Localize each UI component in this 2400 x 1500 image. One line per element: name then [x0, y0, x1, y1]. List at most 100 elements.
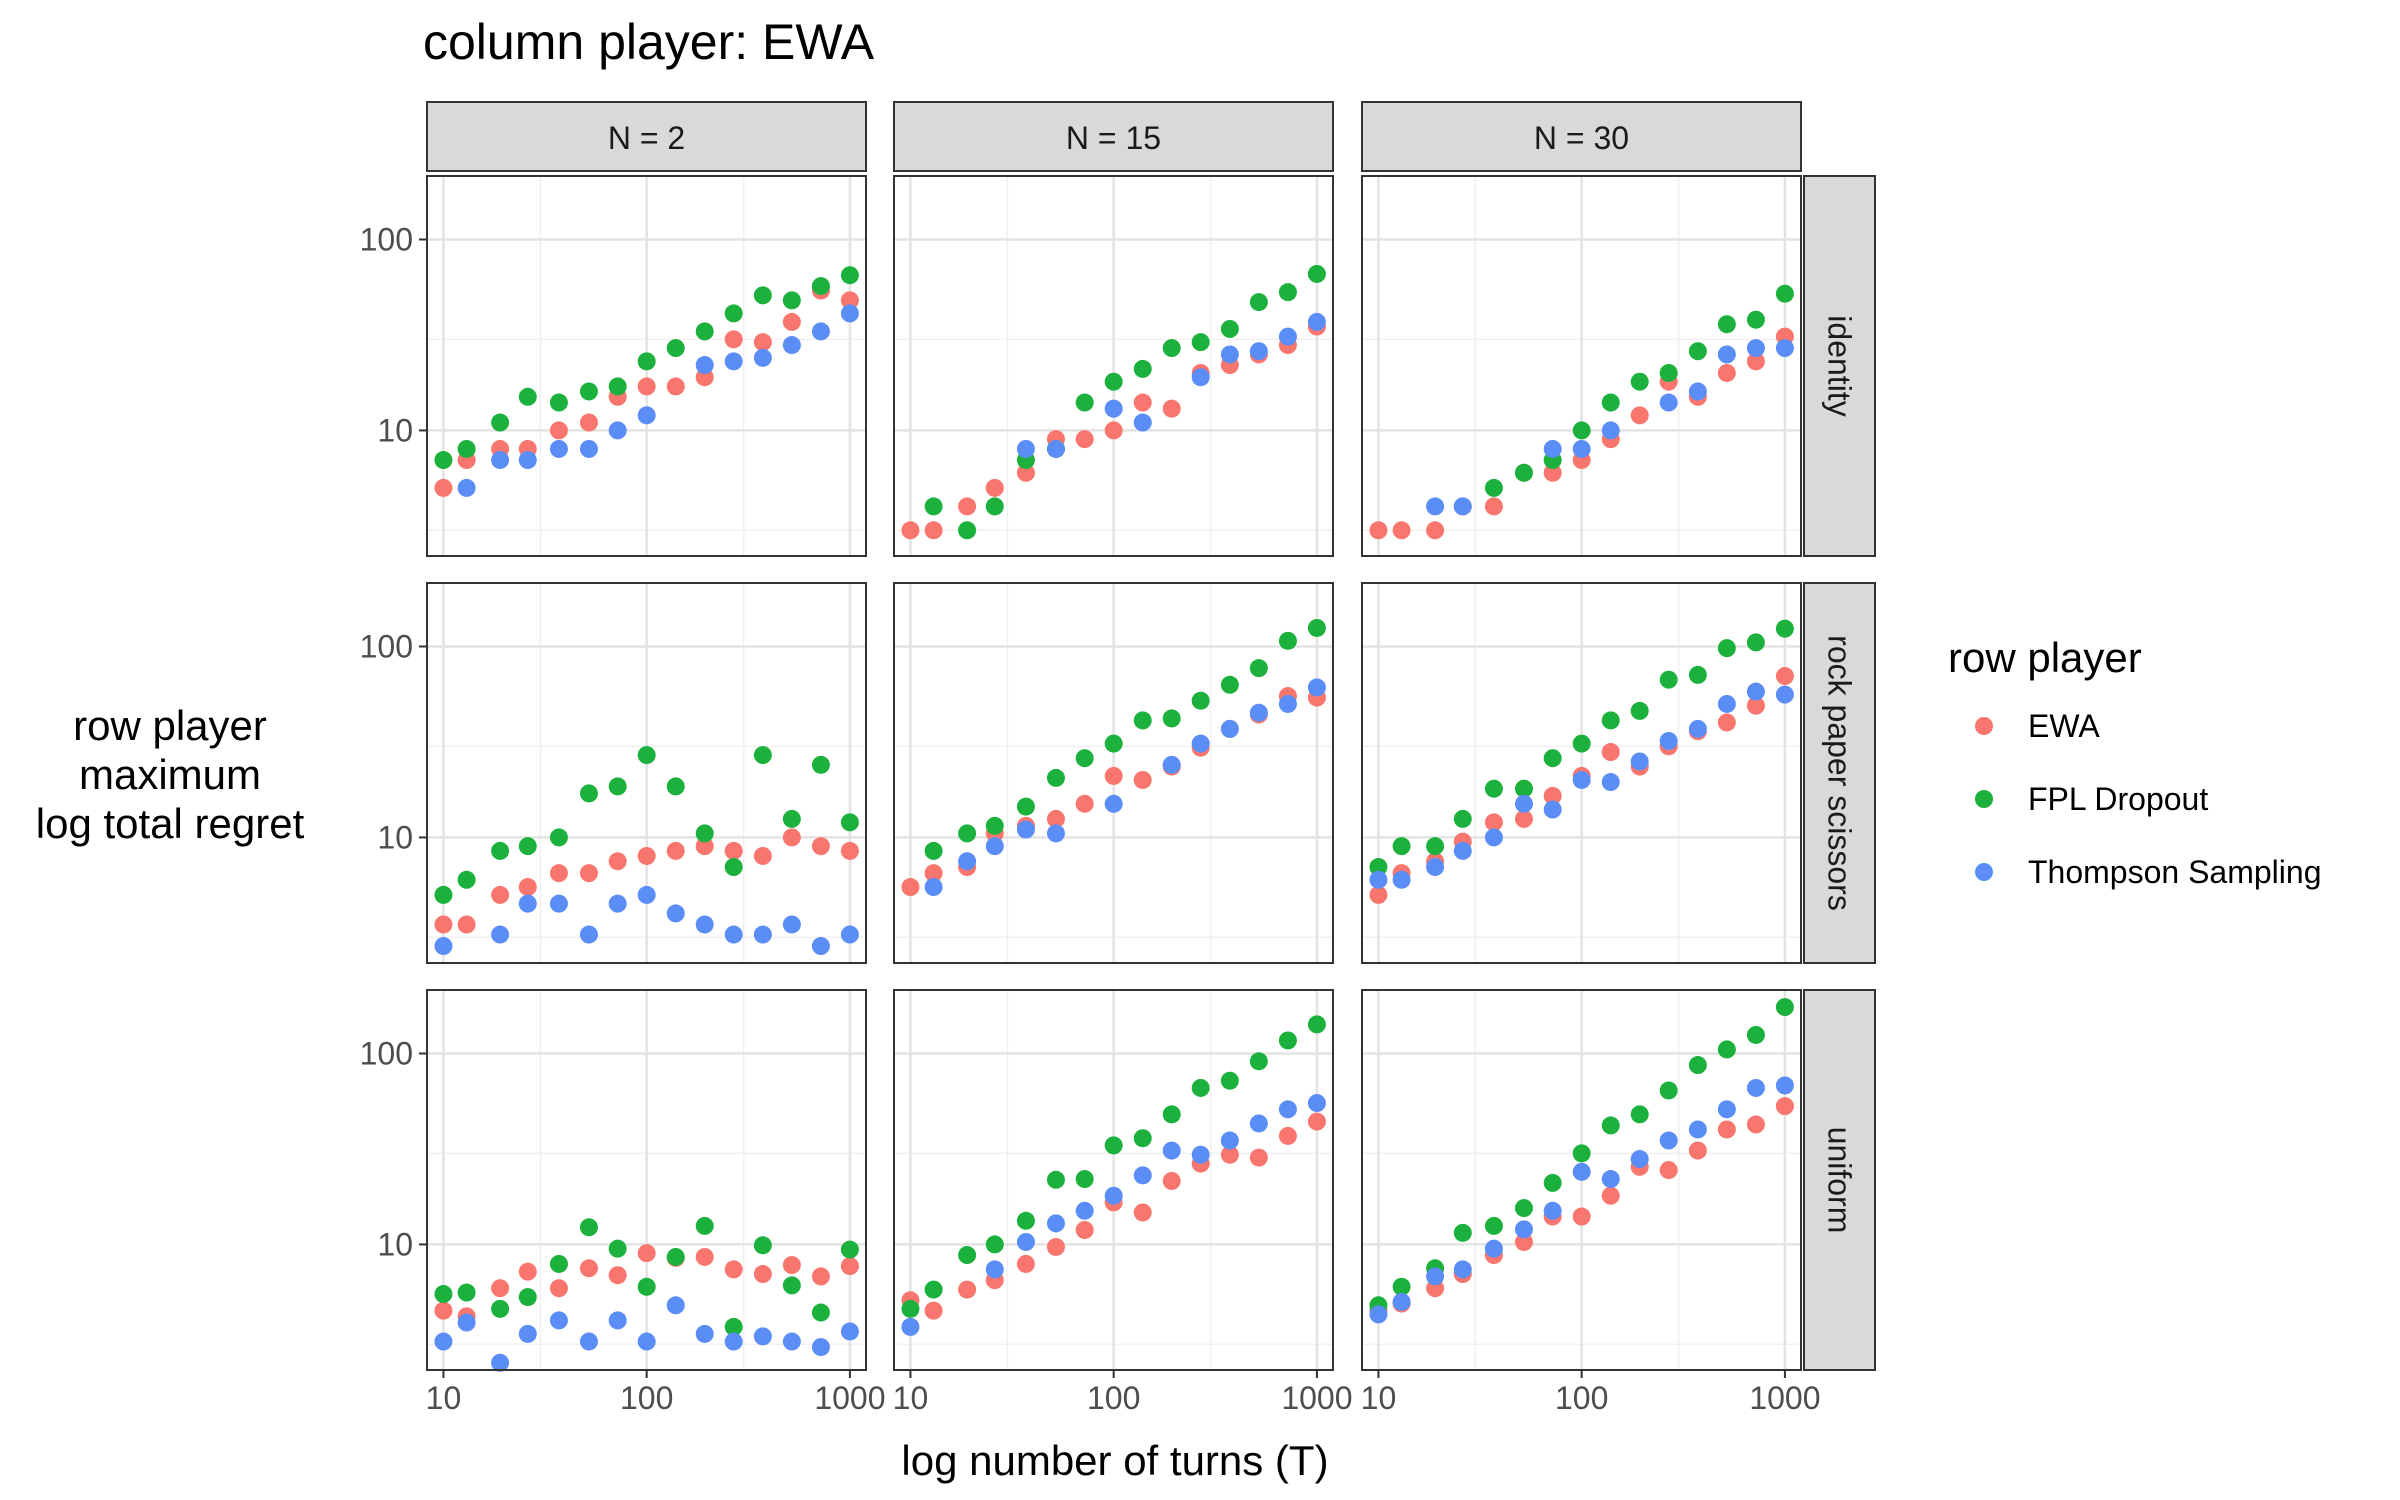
data-point [1630, 752, 1649, 771]
data-point [1543, 800, 1562, 819]
column-strip-label: N = 15 [1066, 120, 1161, 156]
data-point [901, 1299, 920, 1318]
data-point [666, 841, 685, 860]
data-point [840, 291, 859, 310]
data-point [666, 377, 685, 396]
data-point [637, 1244, 656, 1263]
x-tick-label: 100 [620, 1380, 673, 1416]
data-point [753, 1327, 772, 1346]
data-point [608, 777, 627, 796]
data-point [753, 925, 772, 944]
data-point [1426, 497, 1445, 516]
data-point [924, 864, 943, 883]
data-point [840, 841, 859, 860]
data-point [434, 885, 453, 904]
data-point [1220, 1131, 1239, 1150]
data-point [1191, 1078, 1210, 1097]
data-point [1046, 1170, 1065, 1189]
data-point [1630, 701, 1649, 720]
data-point [1688, 1141, 1707, 1160]
data-point [1775, 685, 1794, 704]
data-point [549, 393, 568, 412]
data-point [1659, 731, 1678, 750]
data-point [753, 1265, 772, 1284]
data-point [1392, 870, 1411, 889]
data-point [811, 1338, 830, 1357]
data-point [549, 828, 568, 847]
data-point [457, 1283, 476, 1302]
data-point [1572, 1162, 1591, 1181]
data-point [1426, 1267, 1445, 1286]
data-point [518, 1288, 537, 1307]
data-point [1775, 1076, 1794, 1095]
panel [1361, 175, 1802, 557]
data-point [924, 1301, 943, 1320]
data-point [1307, 1015, 1326, 1034]
data-point [1278, 1100, 1297, 1119]
data-point [1746, 352, 1765, 371]
data-point [491, 841, 510, 860]
data-point [958, 852, 977, 871]
data-point [901, 878, 920, 897]
data-point [1717, 345, 1736, 364]
data-point [1746, 1078, 1765, 1097]
data-point [1104, 734, 1123, 753]
data-point [457, 870, 476, 889]
data-point [1016, 797, 1035, 816]
data-point [1133, 1166, 1152, 1185]
data-point [1514, 1199, 1533, 1218]
data-point [1104, 1186, 1123, 1205]
data-point [840, 266, 859, 285]
data-point [1572, 1144, 1591, 1163]
data-point [840, 1322, 859, 1341]
data-point [1630, 1150, 1649, 1169]
data-point [457, 478, 476, 497]
x-axis-title: log number of turns (T) [901, 1437, 1328, 1484]
data-point [840, 925, 859, 944]
data-point [1453, 497, 1472, 516]
data-point [901, 521, 920, 540]
data-point [1016, 463, 1035, 482]
x-tick-label: 1000 [814, 1380, 885, 1416]
data-point [1249, 293, 1268, 312]
data-point [608, 1239, 627, 1258]
panel [1361, 989, 1802, 1371]
data-point [1543, 439, 1562, 458]
column-strip-label: N = 2 [608, 120, 685, 156]
data-point [1392, 837, 1411, 856]
data-point [434, 478, 453, 497]
data-point [1543, 1201, 1562, 1220]
data-point [1601, 711, 1620, 730]
data-point [782, 915, 801, 934]
data-point [491, 413, 510, 432]
data-point [782, 1276, 801, 1295]
column-strip: N = 30 [1361, 101, 1802, 172]
data-point [1278, 694, 1297, 713]
data-point [1133, 413, 1152, 432]
data-point [695, 915, 714, 934]
data-point [782, 1332, 801, 1351]
data-point [811, 277, 830, 296]
row-strip-label: uniform [1822, 1127, 1858, 1234]
data-point [1220, 345, 1239, 364]
data-point [1601, 773, 1620, 792]
data-point [637, 352, 656, 371]
data-point [840, 1240, 859, 1259]
data-point [1659, 363, 1678, 382]
data-point [1746, 696, 1765, 715]
data-point [724, 330, 743, 349]
data-point [1630, 1105, 1649, 1124]
data-point [1688, 665, 1707, 684]
data-point [753, 1236, 772, 1255]
data-point [1249, 1052, 1268, 1071]
data-point [608, 377, 627, 396]
row-strip: uniform [1803, 989, 1876, 1371]
data-point [491, 1299, 510, 1318]
data-point [1220, 719, 1239, 738]
data-point [1514, 1220, 1533, 1239]
x-tick-label: 1000 [1749, 1380, 1820, 1416]
panel [1361, 582, 1802, 964]
data-point [924, 878, 943, 897]
data-point [1220, 319, 1239, 338]
